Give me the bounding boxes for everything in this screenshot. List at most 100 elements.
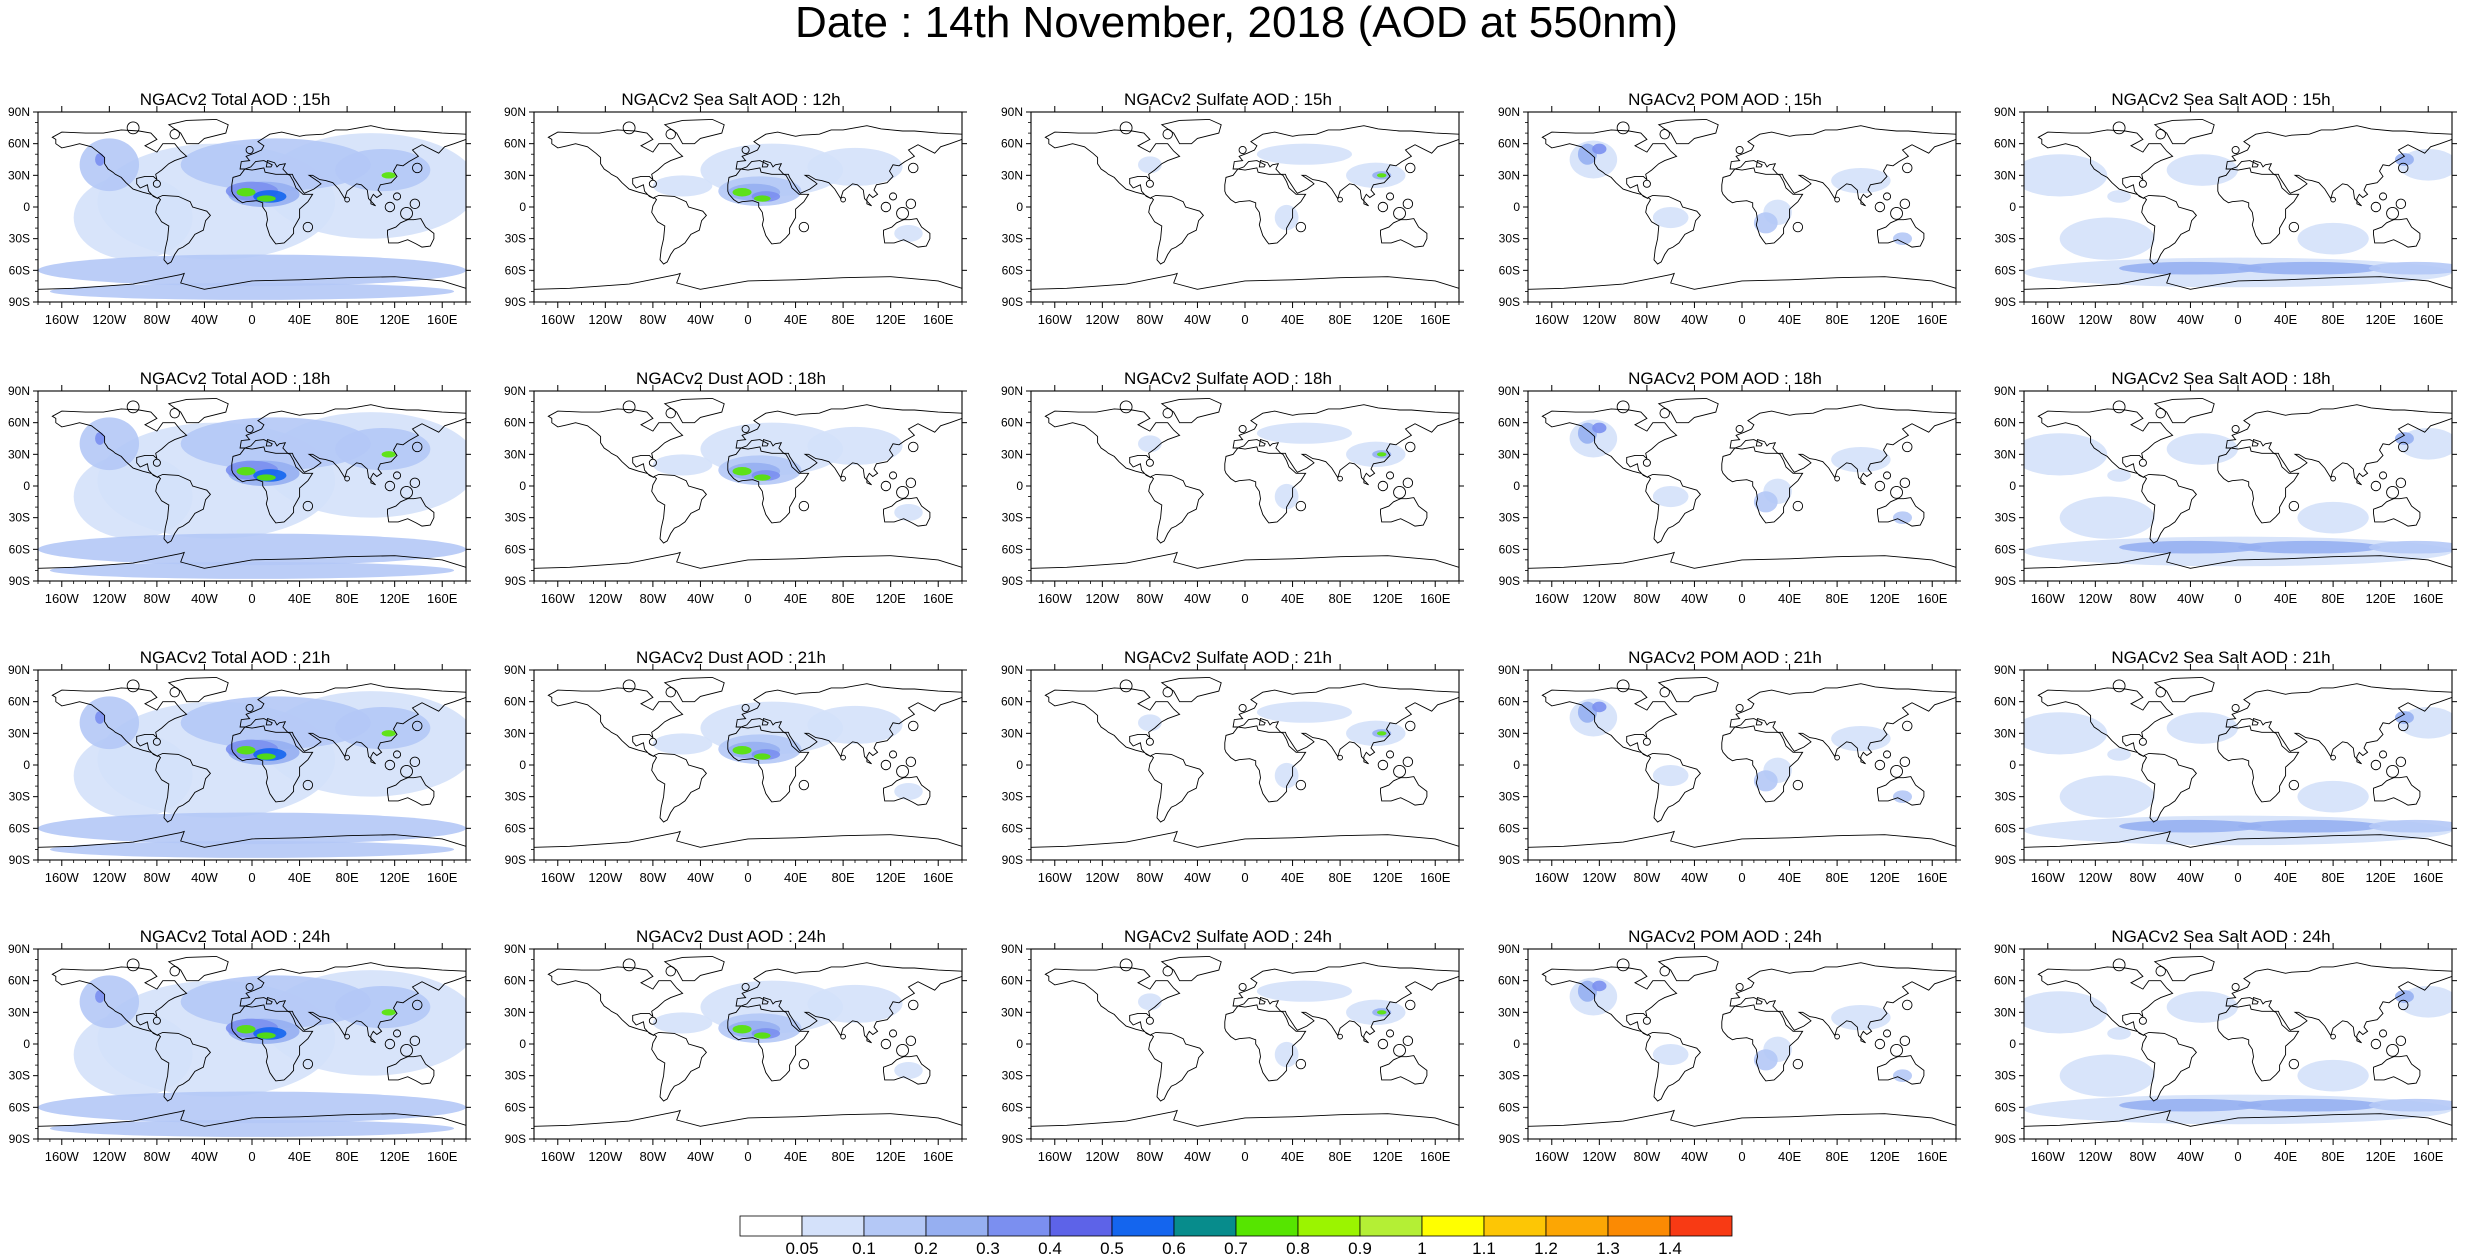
map-background [534, 391, 962, 581]
aod-region [652, 1012, 713, 1034]
coastline-island [409, 1035, 421, 1047]
aod-region [2107, 469, 2131, 482]
coastline-south-america [1645, 1031, 1701, 1102]
lat-tick-label: 60S [1995, 263, 2016, 277]
lat-tick-label: 90N [1498, 384, 1520, 398]
lon-tick-label: 80E [1329, 312, 1352, 327]
lat-tick-label: 90S [1499, 574, 1520, 588]
panel-title: NGACv2 Sea Salt AOD : 15h [2111, 90, 2331, 109]
coastline-island [665, 686, 676, 698]
lat-tick-label: 30S [1002, 511, 1023, 525]
lat-tick-label: 30S [505, 232, 526, 246]
coastline-island [2288, 221, 2300, 233]
lon-tick-label: 80E [1329, 1149, 1352, 1164]
lon-tick-label: 120W [1582, 312, 1617, 327]
coastline-island [1295, 1058, 1307, 1070]
lon-tick-label: 160E [2413, 870, 2444, 885]
lat-tick-label: 60N [8, 695, 30, 709]
coastline-africa [2217, 167, 2300, 245]
coastline-south-america [2141, 473, 2197, 544]
coastline-australia [883, 1055, 931, 1085]
lon-tick-label: 160W [2031, 591, 2066, 606]
lat-tick-label: 60N [1001, 416, 1023, 430]
coastline-island [1792, 500, 1804, 512]
lon-tick-label: 120E [2365, 312, 2396, 327]
lon-tick-label: 80W [640, 1149, 667, 1164]
lon-tick-label: 40E [1778, 1149, 1801, 1164]
coastline-island [1402, 1035, 1414, 1047]
panel-title: NGACv2 Total AOD : 21h [139, 648, 331, 667]
world-map: 160W 120W 80W 40W 0 40E 80E 120E 160E 90N 60N 30N 0 3… [504, 663, 967, 885]
coastline-island [2379, 1029, 2388, 1038]
coastline-eurasia [239, 962, 466, 1044]
aod-region [753, 753, 771, 760]
map-panel-pom-aod: NGACv2 POM AOD : 24h 160W 120W 80W 40W 0 40E 80… [1490, 925, 1961, 1165]
coastline-island [798, 1058, 810, 1070]
colorbar-swatch [987, 1215, 1051, 1237]
coastline-island [2288, 779, 2300, 791]
world-map: 160W 120W 80W 40W 0 40E 80E 120E 160E 90N 60N 30N 0 3… [8, 663, 471, 885]
world-map: 160W 120W 80W 40W 0 40E 80E 120E 160E 90N 60N 30N 0 3… [1994, 105, 2457, 327]
aod-field [38, 691, 466, 858]
lon-tick-label: 80W [144, 1149, 171, 1164]
lat-tick-label: 60S [9, 263, 30, 277]
coastline-island [1386, 192, 1395, 201]
lon-tick-label: 120E [2365, 591, 2396, 606]
lat-tick-label: 90S [1002, 853, 1023, 867]
coastline-island [889, 471, 898, 480]
lon-tick-label: 80E [832, 1149, 855, 1164]
lat-tick-label: 30N [1994, 1005, 2016, 1019]
aod-region [807, 705, 903, 744]
lat-tick-label: 90S [1002, 574, 1023, 588]
coastline-island [2231, 145, 2240, 155]
aod-region [1753, 1049, 1778, 1071]
lat-tick-label: 90N [1498, 663, 1520, 677]
coastline-australia [1380, 1055, 1428, 1085]
aod-region [73, 733, 193, 818]
coastline-antarctica [534, 1109, 962, 1139]
lon-tick-label: 40W [687, 1149, 714, 1164]
panel-title: NGACv2 Sea Salt AOD : 21h [2111, 648, 2331, 667]
lon-tick-label: 160E [923, 870, 954, 885]
coastline-eurasia [735, 683, 962, 765]
coastline-island [1874, 201, 1886, 213]
lon-tick-label: 0 [1241, 870, 1248, 885]
lat-tick-label: 0 [1513, 1037, 1520, 1051]
coastline-eurasia [239, 125, 466, 207]
lon-tick-label: 160W [2031, 1149, 2066, 1164]
coastline-island [1377, 480, 1389, 492]
colorbar-label: 0.2 [914, 1239, 938, 1258]
lat-tick-label: 30N [1994, 447, 2016, 461]
coastline-australia [2373, 497, 2421, 527]
aod-region [652, 733, 713, 755]
colorbar-label: 1.2 [1534, 1239, 1558, 1258]
coastline-island [880, 759, 892, 771]
lat-tick-label: 0 [519, 479, 526, 493]
lon-tick-label: 40E [784, 312, 807, 327]
lon-tick-label: 160E [1917, 1149, 1948, 1164]
lon-tick-label: 160W [541, 870, 576, 885]
coastline-island [1145, 458, 1154, 467]
coastline-greenland [2153, 118, 2215, 145]
coastline-island [908, 441, 919, 453]
coastline-island [2112, 679, 2126, 693]
aod-region [894, 503, 923, 521]
coastline-island [393, 192, 402, 201]
coastlines [1031, 397, 1459, 581]
aod-region [2394, 432, 2414, 445]
coastline-island [302, 1058, 314, 1070]
coastline-island [169, 965, 180, 977]
colorbar-swatch [1297, 1215, 1361, 1237]
lon-tick-label: 80W [144, 591, 171, 606]
lat-tick-label: 30S [9, 511, 30, 525]
coastline-island [412, 441, 423, 453]
lon-tick-label: 40W [1184, 591, 1211, 606]
coastline-island [622, 958, 636, 972]
lat-tick-label: 0 [1016, 200, 1023, 214]
coastline-africa [1224, 446, 1307, 524]
coastline-south-america [1645, 194, 1701, 265]
lon-tick-label: 80E [832, 312, 855, 327]
coastline-island [152, 179, 161, 188]
aod-field [1569, 977, 1913, 1082]
coastline-island [2398, 162, 2409, 174]
